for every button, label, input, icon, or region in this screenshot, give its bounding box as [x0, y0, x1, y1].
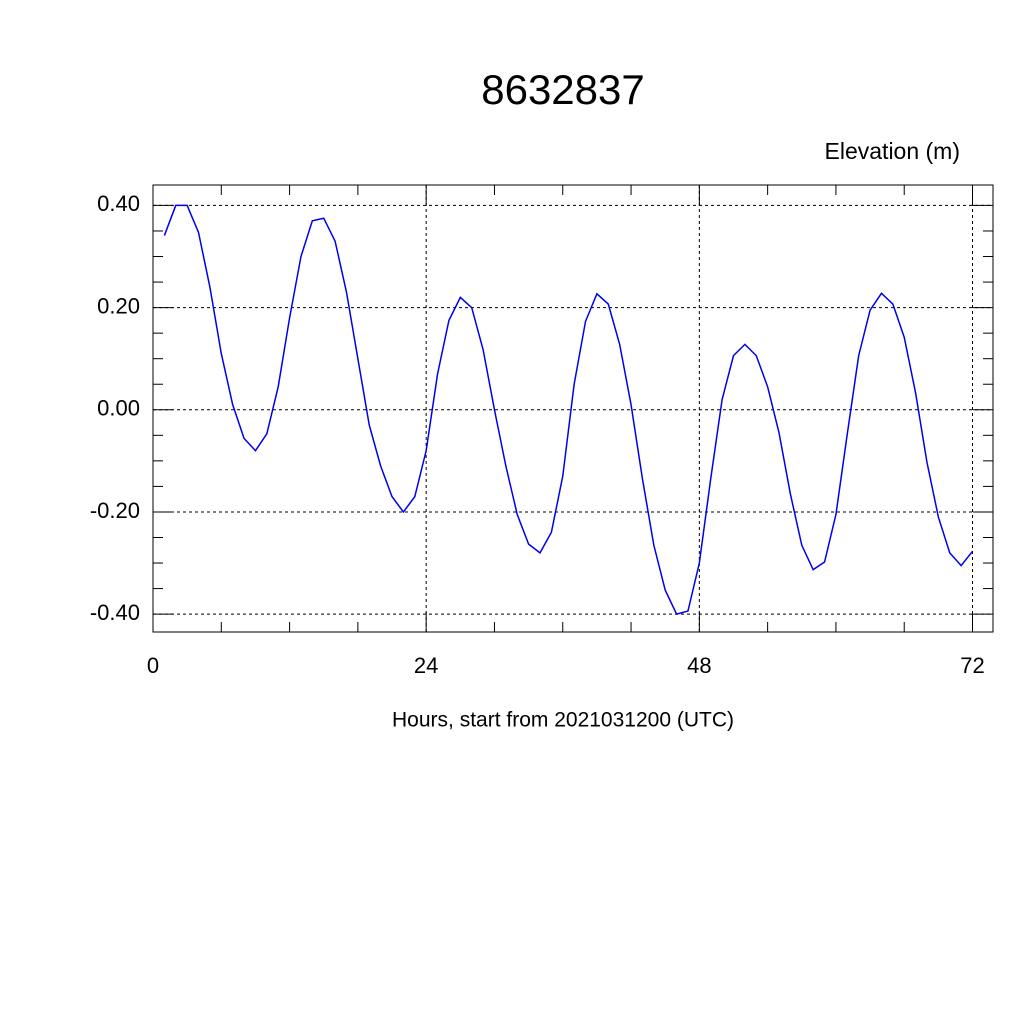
y-tick-label: 0.40	[97, 191, 140, 216]
y-tick-label: -0.40	[90, 600, 140, 625]
plot-frame	[152, 184, 994, 633]
x-tick-label: 72	[960, 653, 984, 678]
y-tick-label: 0.20	[97, 293, 140, 318]
y-tick-label: -0.20	[90, 498, 140, 523]
x-axis-label: Hours, start from 2021031200 (UTC)	[392, 709, 734, 732]
chart-title: 8632837	[481, 66, 645, 113]
data-line	[163, 204, 974, 616]
x-tick-label: 0	[147, 653, 159, 678]
x-tick-label: 24	[414, 653, 438, 678]
chart-subtitle: Elevation (m)	[825, 138, 960, 164]
x-tick-label: 48	[687, 653, 711, 678]
y-tick-label: 0.00	[97, 396, 140, 421]
